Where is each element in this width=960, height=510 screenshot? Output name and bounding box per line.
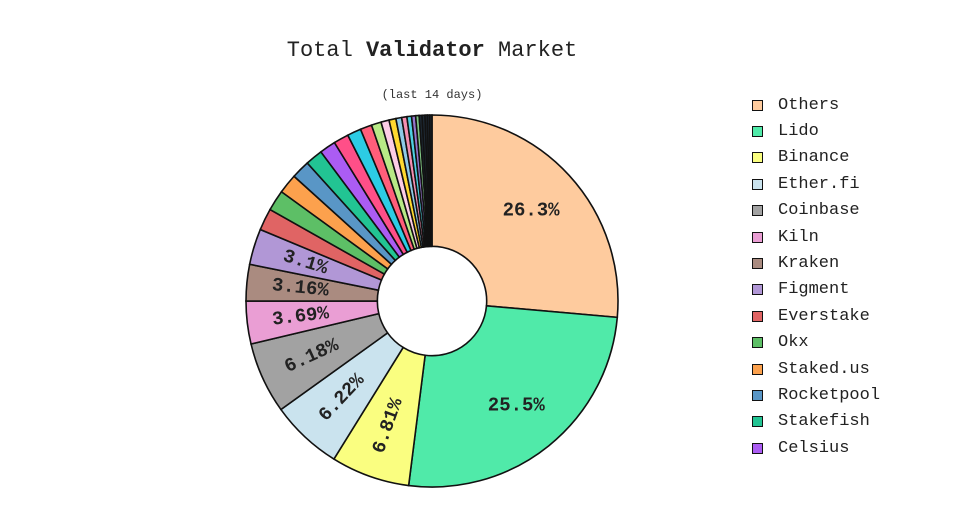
legend-item-figment[interactable]: Figment bbox=[752, 277, 880, 303]
legend-label: Ether.fi bbox=[778, 174, 860, 194]
legend-swatch bbox=[752, 284, 763, 296]
legend-item-others[interactable]: Others bbox=[752, 92, 880, 118]
slice-others[interactable] bbox=[431, 114, 619, 319]
legend-swatch bbox=[752, 205, 763, 217]
legend-swatch bbox=[752, 231, 763, 243]
legend-swatch bbox=[752, 416, 763, 428]
legend-item-everstake[interactable]: Everstake bbox=[752, 303, 880, 329]
legend-label: Figment bbox=[778, 280, 850, 300]
legend-swatch bbox=[752, 363, 763, 375]
legend-label: Stakefish bbox=[778, 412, 870, 432]
legend-swatch bbox=[752, 126, 763, 138]
donut-chart: 26.3%25.5%6.81%6.22%6.18%3.69%3.16%3.1% bbox=[245, 114, 619, 488]
legend-label: Kraken bbox=[778, 254, 840, 274]
legend-label: Others bbox=[778, 95, 840, 115]
legend-item-ether-fi[interactable]: Ether.fi bbox=[752, 171, 880, 197]
legend-swatch bbox=[752, 310, 763, 322]
legend-label: Coinbase bbox=[778, 201, 860, 221]
chart-title-suffix: Market bbox=[484, 38, 578, 63]
legend-label: Kiln bbox=[778, 227, 819, 247]
donut-slices bbox=[245, 114, 619, 488]
chart-subtitle: (last 14 days) bbox=[381, 88, 483, 102]
legend-item-kiln[interactable]: Kiln bbox=[752, 224, 880, 250]
legend-label: Staked.us bbox=[778, 359, 870, 379]
legend-item-okx[interactable]: Okx bbox=[752, 330, 880, 356]
legend-item-coinbase[interactable]: Coinbase bbox=[752, 198, 880, 224]
legend-label: Okx bbox=[778, 333, 809, 353]
legend-swatch bbox=[752, 99, 763, 111]
chart-title-bold: Validator bbox=[365, 38, 485, 63]
legend-item-celsius[interactable]: Celsius bbox=[752, 435, 880, 461]
legend-swatch bbox=[752, 258, 763, 270]
legend-item-lido[interactable]: Lido bbox=[752, 118, 880, 144]
legend-label: Rocketpool bbox=[778, 385, 881, 405]
slice-label-lido: 25.5% bbox=[488, 395, 546, 417]
legend-swatch bbox=[752, 337, 763, 349]
legend-label: Binance bbox=[778, 148, 850, 168]
legend: Others Lido Binance Ether.fi Coinbase Kiln Kra… bbox=[752, 92, 880, 461]
legend-item-binance[interactable]: Binance bbox=[752, 145, 880, 171]
legend-label: Lido bbox=[778, 122, 819, 142]
legend-swatch bbox=[752, 178, 763, 190]
legend-swatch bbox=[752, 389, 763, 401]
legend-item-rocketpool[interactable]: Rocketpool bbox=[752, 382, 880, 408]
slice-label-others: 26.3% bbox=[503, 199, 561, 221]
slice-minor-29[interactable] bbox=[428, 114, 433, 248]
legend-item-staked-us[interactable]: Staked.us bbox=[752, 356, 880, 382]
legend-swatch bbox=[752, 442, 763, 454]
legend-swatch bbox=[752, 152, 763, 164]
legend-label: Everstake bbox=[778, 306, 870, 326]
chart-title-prefix: Total bbox=[286, 38, 366, 63]
legend-label: Celsius bbox=[778, 438, 850, 458]
legend-item-stakefish[interactable]: Stakefish bbox=[752, 409, 880, 435]
slice-lido[interactable] bbox=[407, 304, 619, 488]
chart-title: Total Validator Market bbox=[0, 38, 864, 63]
legend-item-kraken[interactable]: Kraken bbox=[752, 250, 880, 276]
